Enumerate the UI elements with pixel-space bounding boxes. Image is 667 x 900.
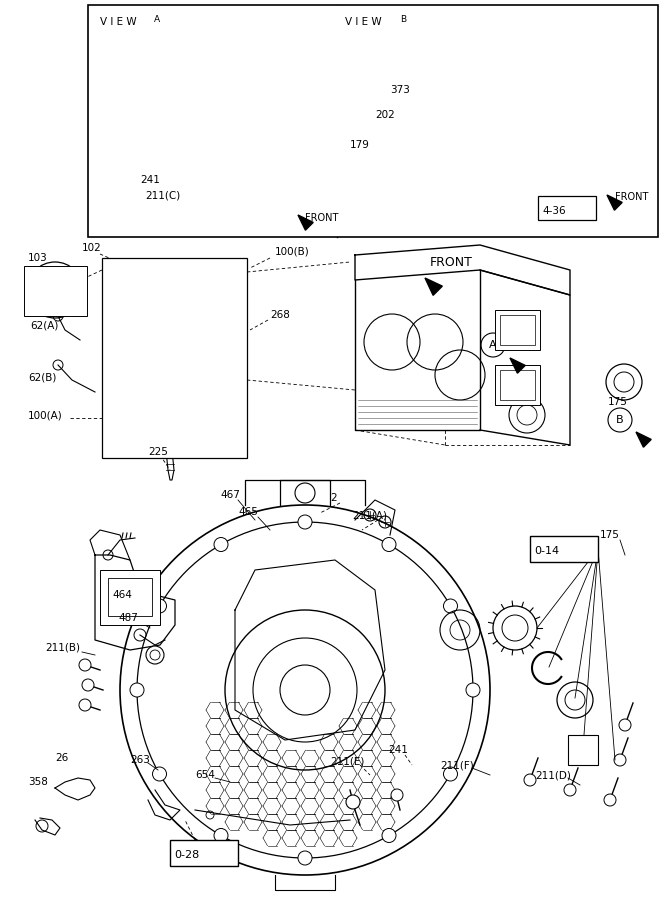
Bar — [530, 536, 598, 562]
Text: 241: 241 — [140, 175, 160, 185]
Polygon shape — [607, 195, 622, 211]
Text: 4-36: 4-36 — [542, 206, 566, 216]
Circle shape — [564, 784, 576, 796]
Text: 487: 487 — [118, 613, 138, 623]
Bar — [500, 370, 535, 400]
Circle shape — [444, 599, 458, 613]
Bar — [100, 570, 160, 625]
Circle shape — [444, 767, 458, 781]
Bar — [24, 266, 87, 316]
Bar — [568, 735, 598, 765]
Text: 358: 358 — [28, 777, 48, 787]
Text: 211(B): 211(B) — [45, 643, 80, 653]
Text: FRONT: FRONT — [305, 213, 338, 223]
Circle shape — [110, 270, 120, 280]
Circle shape — [110, 357, 120, 367]
Text: A: A — [154, 14, 160, 23]
Bar — [170, 840, 238, 866]
Circle shape — [298, 515, 312, 529]
Circle shape — [619, 719, 631, 731]
Bar — [108, 578, 152, 616]
Text: 202: 202 — [375, 110, 395, 120]
Text: 211(A): 211(A) — [352, 510, 387, 520]
Circle shape — [110, 445, 120, 455]
Polygon shape — [510, 358, 525, 374]
Circle shape — [153, 767, 167, 781]
Circle shape — [524, 774, 536, 786]
Circle shape — [153, 599, 167, 613]
Text: 211(D): 211(D) — [535, 770, 571, 780]
Circle shape — [130, 683, 144, 697]
Circle shape — [382, 537, 396, 552]
Bar — [495, 365, 540, 405]
Circle shape — [214, 537, 228, 552]
Circle shape — [346, 795, 360, 809]
Polygon shape — [298, 215, 313, 230]
Circle shape — [614, 754, 626, 766]
Text: 654: 654 — [195, 770, 215, 780]
Text: A: A — [489, 340, 497, 350]
Text: 0-14: 0-14 — [534, 546, 559, 556]
Text: 103: 103 — [28, 253, 48, 263]
Text: 268: 268 — [270, 310, 290, 320]
Circle shape — [391, 789, 403, 801]
Bar — [538, 196, 596, 220]
Circle shape — [467, 90, 477, 100]
Text: 211(E): 211(E) — [330, 757, 364, 767]
Circle shape — [466, 683, 480, 697]
Circle shape — [146, 646, 164, 664]
Text: 0-28: 0-28 — [174, 850, 199, 860]
Bar — [88, 5, 658, 237]
Text: 211(C): 211(C) — [145, 191, 180, 201]
Text: 62(B): 62(B) — [28, 373, 57, 383]
Text: 373: 373 — [390, 85, 410, 95]
Text: 62(A): 62(A) — [30, 320, 59, 330]
Text: 179: 179 — [350, 140, 370, 150]
Text: 2: 2 — [330, 493, 337, 503]
Text: 175: 175 — [608, 397, 628, 407]
Circle shape — [364, 189, 376, 201]
Text: FRONT: FRONT — [615, 192, 648, 202]
Circle shape — [79, 699, 91, 711]
Text: 225: 225 — [148, 447, 168, 457]
Text: 175: 175 — [600, 530, 620, 540]
Circle shape — [232, 445, 242, 455]
Circle shape — [232, 270, 242, 280]
Text: 26: 26 — [55, 753, 68, 763]
Text: 467: 467 — [220, 490, 240, 500]
Polygon shape — [636, 432, 651, 447]
Polygon shape — [425, 278, 442, 295]
Circle shape — [298, 851, 312, 865]
Bar — [500, 315, 535, 345]
Text: FRONT: FRONT — [430, 256, 473, 269]
Text: 263: 263 — [130, 755, 150, 765]
Text: 465: 465 — [238, 507, 258, 517]
Bar — [495, 310, 540, 350]
Bar — [102, 258, 247, 458]
Circle shape — [604, 794, 616, 806]
Circle shape — [382, 829, 396, 842]
Text: 241: 241 — [388, 745, 408, 755]
Circle shape — [82, 679, 94, 691]
Circle shape — [214, 829, 228, 842]
Text: B: B — [400, 14, 406, 23]
Text: V I E W: V I E W — [345, 17, 382, 27]
Text: B: B — [616, 415, 624, 425]
Text: V I E W: V I E W — [100, 17, 137, 27]
Text: 464: 464 — [112, 590, 132, 600]
Text: 100(A): 100(A) — [28, 410, 63, 420]
Circle shape — [79, 659, 91, 671]
Text: 211(F): 211(F) — [440, 760, 474, 770]
Text: 100(B): 100(B) — [275, 247, 309, 257]
Circle shape — [232, 357, 242, 367]
Text: 102: 102 — [82, 243, 102, 253]
